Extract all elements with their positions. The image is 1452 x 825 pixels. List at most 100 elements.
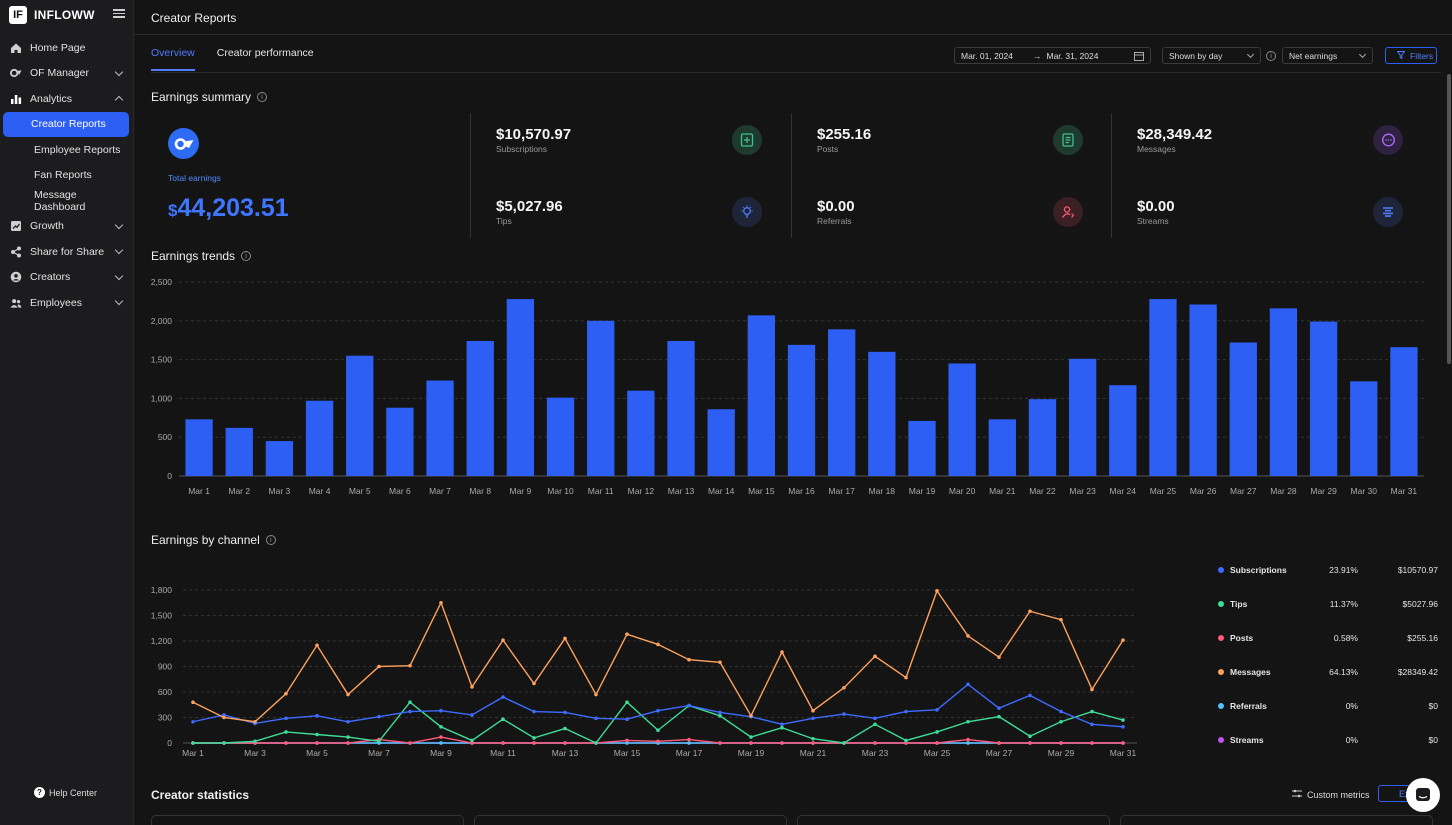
legend-item[interactable]: Referrals 0% $0 xyxy=(1218,696,1438,730)
scrollbar-thumb[interactable] xyxy=(1447,74,1451,364)
x-tick-label: Mar 27 xyxy=(1230,486,1257,496)
stat-label: Posts xyxy=(817,144,839,154)
sidebar-subitem-message-dashboard[interactable]: Message Dashboard xyxy=(34,188,86,213)
bar xyxy=(587,320,615,476)
bar xyxy=(1309,321,1338,476)
info-icon[interactable]: i xyxy=(1266,51,1276,61)
divider xyxy=(470,113,471,238)
x-tick-label: Mar 15 xyxy=(748,486,775,496)
y-tick-label: 1,800 xyxy=(151,585,173,595)
sidebar-subitem-creator-reports[interactable]: Creator Reports xyxy=(3,111,129,137)
sidebar-item-label: Creators xyxy=(30,271,71,284)
data-point xyxy=(346,741,350,745)
data-point xyxy=(780,722,784,727)
y-tick-label: 2,500 xyxy=(151,277,173,287)
sidebar-item-analytics[interactable]: Analytics xyxy=(0,86,134,112)
bar xyxy=(426,380,454,476)
bar xyxy=(506,299,535,476)
x-tick-label: Mar 20 xyxy=(949,486,976,496)
sidebar-item-growth[interactable]: Growth xyxy=(0,214,134,240)
metric-value: Net earnings xyxy=(1289,50,1338,61)
stat-label: Tips xyxy=(496,216,512,226)
y-tick-label: 2,000 xyxy=(151,316,173,326)
earnings-trends-chart: 0 500 1,000 1,500 2,000 2,500 Mar 1 Mar 2 Mar 3 M… xyxy=(151,277,1424,496)
chevron-down-icon xyxy=(114,245,124,255)
legend-name: Messages xyxy=(1230,667,1271,677)
sidebar-item-share-for-share[interactable]: Share for Share xyxy=(0,239,134,265)
info-icon[interactable]: i xyxy=(241,251,252,261)
data-point xyxy=(780,725,784,730)
legend-item[interactable]: Messages 64.13% $28349.42 xyxy=(1218,662,1438,696)
referral-icon xyxy=(1053,197,1083,227)
data-point xyxy=(191,741,195,745)
logo[interactable]: IF INFLOWW xyxy=(9,6,125,24)
sidebar-item-of-manager[interactable]: OF Manager xyxy=(0,61,134,87)
x-tick-label: Mar 9 xyxy=(510,486,532,496)
sidebar-item-employees[interactable]: Employees xyxy=(0,290,134,316)
info-icon[interactable]: i xyxy=(257,92,268,102)
x-tick-label: Mar 13 xyxy=(552,748,579,758)
stat-value: $0.00 xyxy=(1137,198,1175,215)
data-point xyxy=(1059,741,1063,745)
date-range-picker[interactable]: Mar. 01, 2024 → Mar. 31, 2024 xyxy=(954,47,1151,64)
data-point xyxy=(1059,617,1063,622)
stat-value: $0.00 xyxy=(817,198,855,215)
bar xyxy=(1068,358,1097,476)
series-line xyxy=(192,589,1124,723)
bar xyxy=(948,363,976,476)
metric-select[interactable]: Net earnings xyxy=(1282,47,1373,64)
data-point xyxy=(935,741,939,745)
sliders-icon xyxy=(1292,789,1302,800)
legend-item[interactable]: Tips 11.37% $5027.96 xyxy=(1218,594,1438,628)
filters-label: Filters xyxy=(1410,50,1434,61)
earnings-trends-title: Earnings trends i xyxy=(151,249,252,263)
data-point xyxy=(594,741,598,745)
sidebar-item-creators[interactable]: Creators xyxy=(0,265,134,291)
filters-button[interactable]: Filters xyxy=(1385,47,1437,64)
y-tick-label: 900 xyxy=(158,662,172,672)
data-point xyxy=(687,737,691,742)
legend-item[interactable]: Subscriptions 23.91% $10570.97 xyxy=(1218,560,1438,594)
x-tick-label: Mar 24 xyxy=(1110,486,1137,496)
legend-item[interactable]: Streams 0% $0 xyxy=(1218,730,1438,764)
data-point xyxy=(966,737,970,742)
data-point xyxy=(284,716,288,721)
data-point xyxy=(749,741,753,745)
data-point xyxy=(563,741,567,745)
data-point xyxy=(873,741,877,745)
stat-card xyxy=(474,815,787,825)
stream-icon xyxy=(1373,197,1403,227)
earnings-summary-title: Earnings summary i xyxy=(151,90,268,104)
legend-name: Streams xyxy=(1230,735,1264,745)
tab-overview[interactable]: Overview xyxy=(151,47,195,71)
x-tick-label: Mar 12 xyxy=(628,486,655,496)
shown-by-select[interactable]: Shown by day xyxy=(1162,47,1261,64)
data-point xyxy=(873,716,877,721)
data-point xyxy=(749,714,753,718)
data-point xyxy=(377,739,381,744)
x-tick-label: Mar 22 xyxy=(1029,486,1056,496)
data-point xyxy=(222,741,226,745)
x-tick-label: Mar 17 xyxy=(828,486,855,496)
data-point xyxy=(1090,709,1094,714)
bar xyxy=(225,427,253,476)
tab-creator-performance[interactable]: Creator performance xyxy=(216,47,314,59)
sidebar-subitem-employee-reports[interactable]: Employee Reports xyxy=(34,143,121,156)
custom-metrics-button[interactable]: Custom metrics xyxy=(1292,789,1370,800)
legend-item[interactable]: Posts 0.58% $255.16 xyxy=(1218,628,1438,662)
legend-amount: $28349.42 xyxy=(1397,667,1438,677)
sidebar-item-home[interactable]: Home Page xyxy=(0,35,134,61)
menu-toggle-icon[interactable] xyxy=(113,7,125,21)
legend-amount: $0 xyxy=(1428,735,1438,745)
of-icon xyxy=(10,67,22,79)
sidebar-subitem-fan-reports[interactable]: Fan Reports xyxy=(34,169,92,182)
help-center-label: Help Center xyxy=(49,787,98,798)
custom-metrics-label: Custom metrics xyxy=(1307,789,1370,800)
data-point xyxy=(1059,709,1063,714)
data-point xyxy=(718,660,722,665)
x-tick-label: Mar 8 xyxy=(469,486,491,496)
info-icon[interactable]: i xyxy=(265,535,276,545)
chat-widget-button[interactable] xyxy=(1406,778,1440,812)
legend-name: Referrals xyxy=(1230,701,1267,711)
help-center-link[interactable]: ? Help Center xyxy=(34,787,97,798)
